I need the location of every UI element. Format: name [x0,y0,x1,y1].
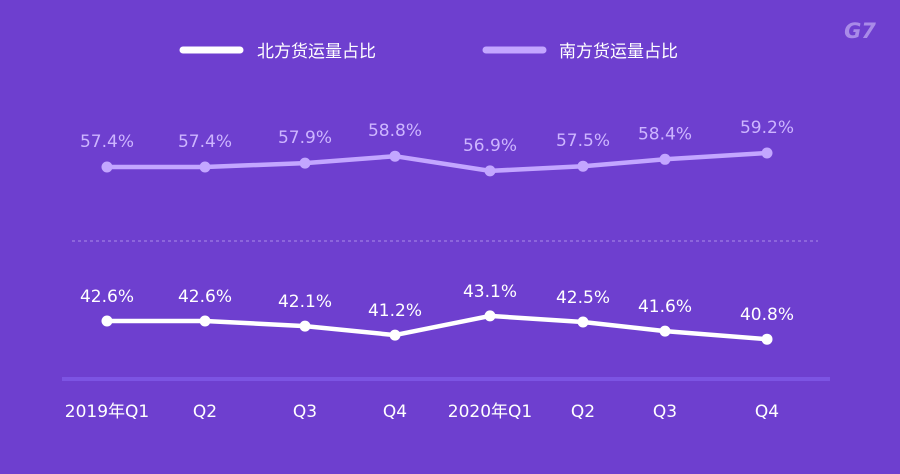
data-point-north [484,310,496,322]
data-label-south: 57.4% [178,132,232,152]
data-label-south: 57.5% [556,131,610,151]
legend: 北方货运量占比 南方货运量占比 [179,42,678,62]
x-tick-label: Q4 [755,402,779,422]
data-label-north: 42.1% [278,292,332,312]
data-point-north [389,329,401,341]
data-point-south [761,147,773,159]
data-label-south: 59.2% [740,118,794,138]
data-label-south: 56.9% [463,136,517,156]
brand-logo: G7 [844,19,876,43]
data-label-south: 57.9% [278,128,332,148]
data-point-south [101,161,113,173]
data-point-north [199,315,211,327]
data-label-north: 40.8% [740,305,794,325]
data-point-south [299,157,311,169]
data-label-north: 42.5% [556,288,610,308]
series-line-south [104,150,770,174]
data-label-north: 42.6% [178,287,232,307]
data-point-south [389,150,401,162]
x-tick-label: Q3 [653,402,677,422]
x-tick-label: Q3 [293,402,317,422]
x-axis-baseline [62,377,830,381]
data-label-north: 43.1% [463,282,517,302]
data-label-south: 58.4% [638,124,692,144]
data-point-south [199,161,211,173]
x-tick-label: 2020年Q1 [448,402,532,422]
chart-marks: 42.6% 42.6% 42.1% 41.2% 43.1% 42.5% 41.6% 40.8%… [65,118,794,422]
legend-label-south: 南方货运量占比 [559,42,678,62]
data-label-north: 41.2% [368,301,422,321]
data-point-north [761,333,773,345]
series-line-north [104,313,770,342]
data-label-south: 57.4% [80,132,134,152]
data-point-south [484,165,496,177]
data-point-north [299,320,311,332]
x-tick-label: Q4 [383,402,407,422]
legend-label-north: 北方货运量占比 [257,42,376,62]
x-tick-label: Q2 [193,402,217,422]
x-tick-label: Q2 [571,402,595,422]
data-label-north: 41.6% [638,297,692,317]
data-point-north [577,316,589,328]
data-point-north [659,325,671,337]
data-label-south: 58.8% [368,121,422,141]
data-point-south [659,153,671,165]
data-label-north: 42.6% [80,287,134,307]
data-point-north [101,315,113,327]
x-tick-label: 2019年Q1 [65,402,149,422]
data-point-south [577,160,589,172]
